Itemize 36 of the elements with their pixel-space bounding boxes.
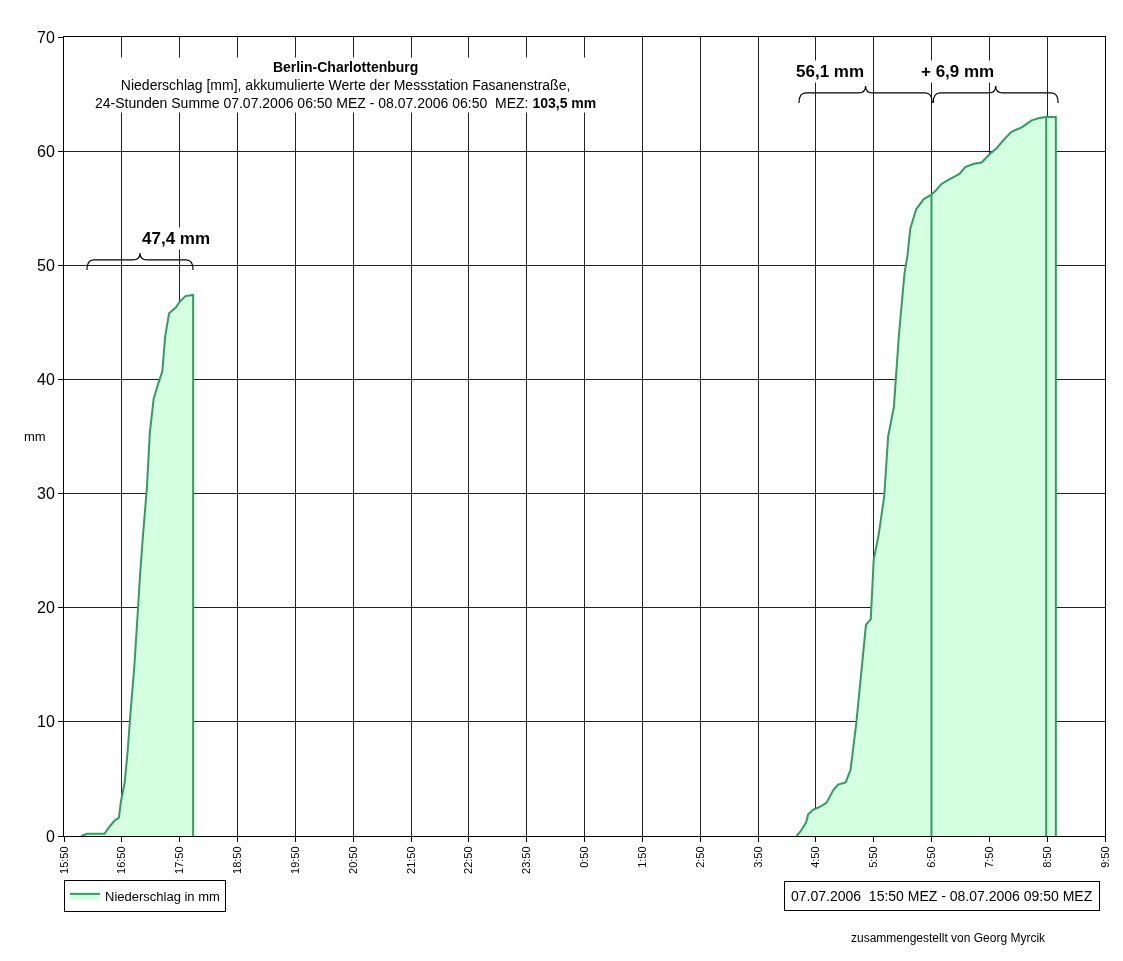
x-tick-label: 3:50: [751, 846, 764, 868]
y-tick-label: 40: [37, 371, 55, 389]
x-tick-label: 23:50: [520, 846, 533, 874]
annotation: + 6,9 mm: [921, 62, 995, 81]
x-tick-label: 8:50: [1040, 846, 1053, 868]
x-tick-label: 1:50: [635, 846, 648, 868]
x-tick-label: 7:50: [982, 846, 995, 868]
x-tick-label: 21:50: [404, 846, 417, 874]
x-tick-label: 16:50: [115, 846, 128, 874]
y-tick-label: 10: [37, 713, 55, 731]
y-tick-label: 60: [37, 142, 55, 160]
text: Niederschlag [mm], akkumulierte Werte der Messstation Fasanenstraße, 24-Stunden Summe 07.07.2006 06:50 MEZ - 08.07.2006 06:50 MEZ: 103,5 mm: [95, 77, 597, 112]
x-tick-label: 18:50: [231, 846, 244, 874]
x-tick-label: 17:50: [173, 846, 186, 874]
text: Berlin-Charlottenburg: [272, 59, 419, 75]
y-tick-label: 70: [37, 28, 55, 46]
x-tick-label: 22:50: [462, 846, 475, 874]
text: 07.07.2006 15:50 MEZ - 08.07.2006 09:50 MEZ: [791, 888, 1093, 904]
x-tick-label: 6:50: [925, 846, 938, 868]
annotation: 47,4 mm: [142, 229, 211, 248]
legend-label: Niederschlag in mm: [105, 888, 220, 904]
y-tick-label: 0: [45, 827, 55, 845]
y-tick-label: 50: [37, 256, 55, 274]
y-tick-label: 30: [37, 485, 55, 503]
y-axis-title: mm: [24, 429, 46, 444]
x-tick-label: 19:50: [288, 846, 301, 874]
x-tick-label: 2:50: [693, 846, 706, 868]
x-tick-label: 15:50: [57, 846, 70, 874]
x-tick-label: 5:50: [867, 846, 880, 868]
x-tick-label: 9:50: [1098, 846, 1111, 868]
x-tick-label: 0:50: [578, 846, 591, 868]
x-tick-label: 4:50: [809, 846, 822, 868]
y-tick-label: 20: [37, 599, 55, 617]
x-tick-label: 20:50: [346, 846, 359, 874]
annotation: 56,1 mm: [796, 62, 865, 81]
text: zusammengestellt von Georg Myrcik: [851, 931, 1047, 945]
